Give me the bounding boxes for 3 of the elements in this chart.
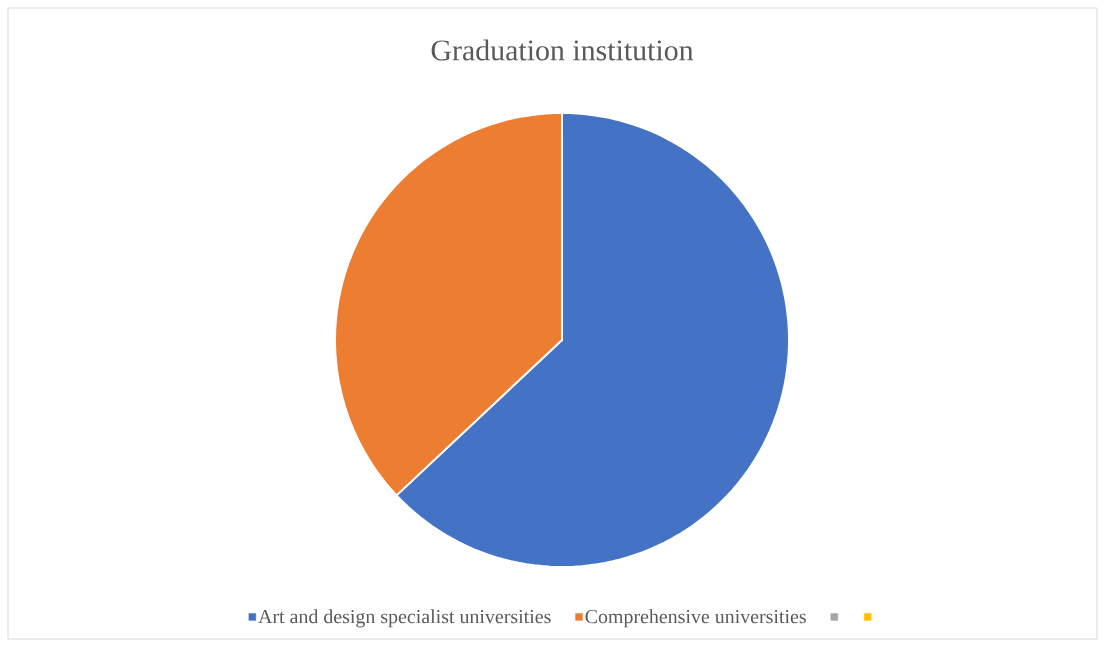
legend-label: Comprehensive universities [585, 609, 806, 628]
chart-title: Graduation institution [431, 39, 694, 61]
legend-label: Art and design specialist universities [258, 609, 551, 628]
